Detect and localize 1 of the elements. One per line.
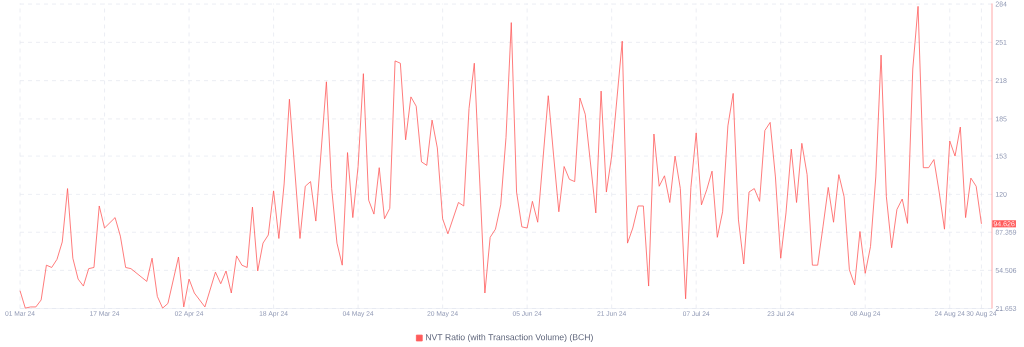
legend-label: NVT Ratio (with Transaction Volume) (BCH) [426,333,593,342]
